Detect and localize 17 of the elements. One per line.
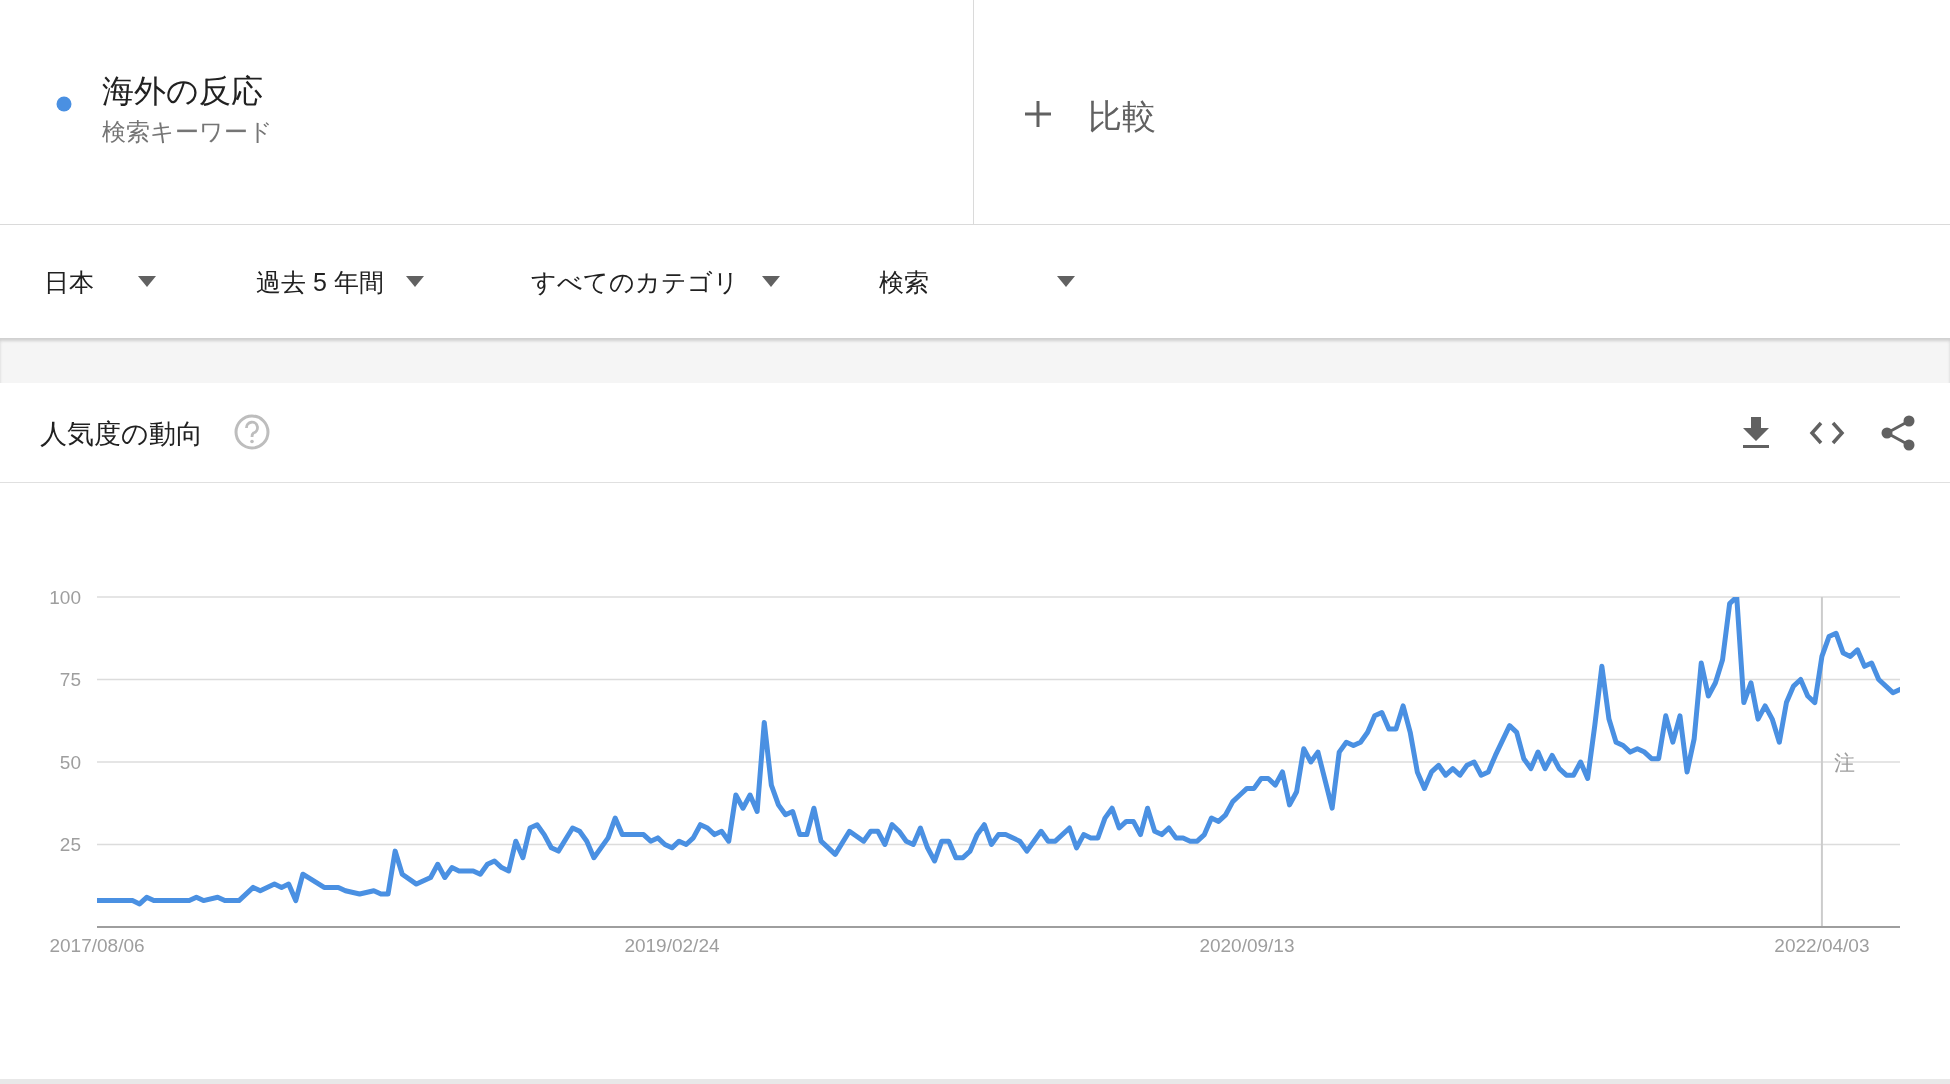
y-tick-label: 75	[59, 669, 81, 691]
x-tick-label: 2020/09/13	[1199, 935, 1295, 957]
y-tick-label: 25	[59, 834, 81, 856]
chart-title: 人気度の動向	[40, 418, 203, 451]
text: すべてのカテゴリ	[531, 267, 739, 298]
y-tick-label: 50	[59, 751, 81, 773]
text: 検索	[879, 267, 929, 298]
text: 比較	[1088, 96, 1156, 137]
legend-label: 海外の反応	[102, 72, 263, 111]
x-tick-label: 2017/08/06	[49, 935, 145, 957]
text: 日本	[44, 267, 94, 298]
text: 検索キーワード	[102, 117, 273, 147]
x-tick-label: 2022/04/03	[1774, 935, 1870, 957]
text: 過去 5 年間	[256, 267, 384, 298]
ref-line-label: 注	[1833, 751, 1855, 774]
x-tick-label: 2019/02/24	[624, 935, 720, 957]
y-tick-label: 100	[49, 586, 81, 608]
